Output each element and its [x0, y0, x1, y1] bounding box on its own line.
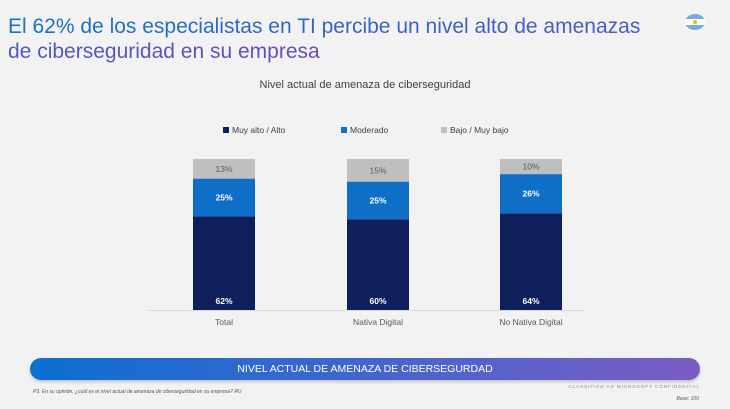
legend-label: Moderado — [350, 125, 389, 135]
bar-segment — [193, 159, 255, 179]
argentina-flag-icon — [685, 14, 705, 30]
data-label: 25% — [215, 193, 232, 203]
legend-swatch — [223, 127, 229, 133]
data-label: 64% — [522, 296, 539, 306]
page-title: El 62% de los especialistas en TI percib… — [8, 15, 641, 63]
legend-item: Moderado — [341, 125, 388, 135]
bar-segment — [500, 174, 562, 214]
legend-swatch — [441, 127, 447, 133]
legend-item: Bajo / Muy bajo — [441, 125, 509, 135]
bar-segment — [500, 159, 562, 175]
legend-label: Muy alto / Alto — [232, 125, 286, 135]
footnote: P3. En su opinión, ¿cuál es el nivel act… — [33, 389, 242, 395]
bar-segment — [347, 159, 409, 182]
chart-title: Nivel actual de amenaza de cibersegurida… — [259, 79, 471, 91]
stacked-bar-chart: 62% 25% 13% Total 60% 25% 15% Nativa Digital 64%… — [148, 159, 585, 327]
data-label: 15% — [369, 165, 386, 175]
data-label: 25% — [369, 196, 386, 206]
data-label: 62% — [215, 296, 232, 306]
bar-segment — [347, 181, 409, 220]
data-label: 10% — [522, 162, 539, 172]
category-label: Nativa Digital — [353, 317, 403, 327]
classification-label: CLASSIFIED AS MICROSOFT CONFIDENTIAL — [568, 384, 700, 389]
bar-segment — [193, 216, 255, 310]
data-label: 13% — [215, 164, 232, 174]
category-label: No Nativa Digital — [499, 317, 562, 327]
legend-swatch — [341, 127, 347, 133]
legend-item: Muy alto / Alto — [223, 125, 285, 135]
data-label: 60% — [369, 296, 386, 306]
bar-segment — [500, 213, 562, 310]
base-label: Base: 100 — [676, 396, 699, 402]
data-label: 26% — [522, 189, 539, 199]
category-label: Total — [215, 317, 233, 327]
legend-label: Bajo / Muy bajo — [450, 125, 509, 135]
bar-segment — [193, 178, 255, 217]
bar-segment — [347, 219, 409, 310]
section-banner: NIVEL ACTUAL DE AMENAZA DE CIBERSEGURDAD — [30, 358, 700, 380]
